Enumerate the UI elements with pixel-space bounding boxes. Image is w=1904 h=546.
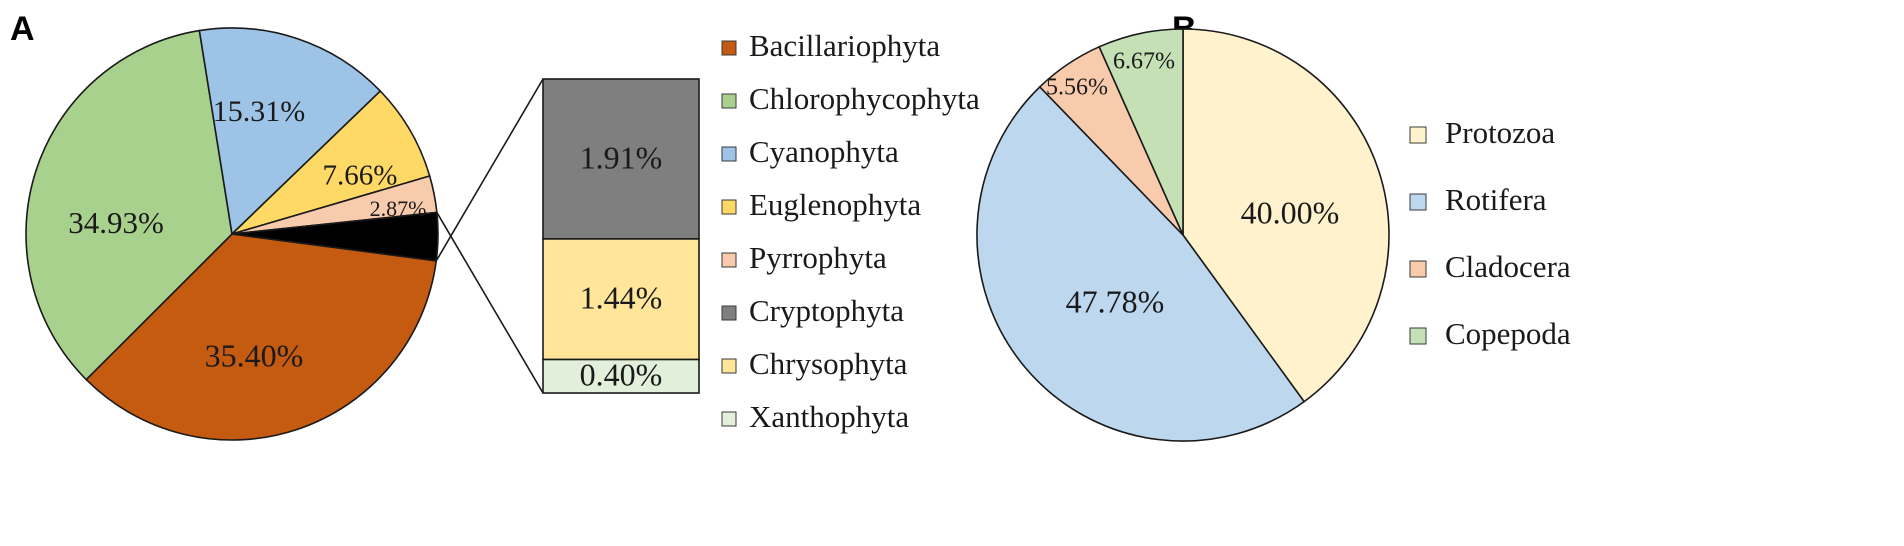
panel-a-legend: Bacillariophyta Chlorophycophyta Cyanophyt… xyxy=(721,28,980,434)
legend-label-pyrrophyta: Pyrrophyta xyxy=(749,240,887,275)
slice-label-cladocera: 5.56% xyxy=(1046,75,1108,101)
legend-label-cladocera: Cladocera xyxy=(1445,249,1571,284)
panel-label-a: A xyxy=(10,10,35,48)
breakout-label-xanthophyta: 0.40% xyxy=(580,357,663,393)
connector-line-top xyxy=(435,78,544,262)
legend-label-protozoa: Protozoa xyxy=(1445,115,1555,150)
legend-label-xanthophyta: Xanthophyta xyxy=(749,399,909,434)
legend-label-cryptophyta: Cryptophyta xyxy=(749,293,904,328)
slice-label-rotifera: 47.78% xyxy=(1066,283,1165,319)
panel-b-pie: 40.00% 47.78% 5.56%6.67% xyxy=(976,28,1390,442)
breakout-label-chrysophyta: 1.44% xyxy=(580,280,663,316)
legend-label-euglenophyta: Euglenophyta xyxy=(749,187,921,222)
panel-a-pie: 35.40% 34.93% 15.31% 7.66% 2.87% xyxy=(25,27,439,441)
slice-protozoa xyxy=(1182,28,1390,403)
slice-bacillariophyta xyxy=(85,233,438,441)
legend-label-rotifera: Rotifera xyxy=(1445,182,1547,217)
breakout-segment-cryptophyta xyxy=(542,78,700,240)
panel-b-legend: Protozoa Rotifera Cladocera Copepoda xyxy=(1409,115,1571,351)
legend-swatch-rotifera xyxy=(1409,193,1427,211)
slice-rotifera xyxy=(976,85,1306,442)
slice-copepoda xyxy=(1098,28,1184,236)
slice-cyanophyta xyxy=(198,27,382,236)
slice-euglenophyta xyxy=(231,89,431,235)
legend-swatch-cryptophyta xyxy=(721,305,737,321)
legend-swatch-bacillariophyta xyxy=(721,40,737,56)
legend-label-chrysophyta: Chrysophyta xyxy=(749,346,908,381)
legend-swatch-euglenophyta xyxy=(721,199,737,215)
slice-label-protozoa: 40.00% xyxy=(1241,194,1340,230)
slice-label-bacillariophyta: 35.40% xyxy=(205,337,304,373)
panel-a-breakout-bar: 1.91% 1.44% 0.40% xyxy=(542,78,700,394)
legend-swatch-protozoa xyxy=(1409,126,1427,144)
panel-a-connectors xyxy=(435,78,544,394)
connector-line-bottom xyxy=(436,212,544,394)
legend-swatch-xanthophyta xyxy=(721,411,737,427)
legend-swatch-chrysophyta xyxy=(721,358,737,374)
legend-swatch-pyrrophyta xyxy=(721,252,737,268)
legend-swatch-copepoda xyxy=(1409,327,1427,345)
slice-label-chlorophycophyta: 34.93% xyxy=(68,205,164,240)
slice-label-cyanophyta: 15.31% xyxy=(213,95,306,128)
slice-label-euglenophyta: 7.66% xyxy=(323,160,398,192)
slice-label-pyrrophyta: 2.87% xyxy=(370,196,427,221)
legend-swatch-cladocera xyxy=(1409,260,1427,278)
breakout-segment-xanthophyta xyxy=(542,358,700,394)
legend-swatch-chlorophycophyta xyxy=(721,93,737,109)
legend-label-copepoda: Copepoda xyxy=(1445,316,1571,351)
legend-swatch-cyanophyta xyxy=(721,146,737,162)
slice-label-copepoda: 6.67% xyxy=(1113,49,1175,75)
slice-chlorophycophyta xyxy=(25,29,233,381)
legend-label-bacillariophyta: Bacillariophyta xyxy=(749,28,940,63)
legend-label-chlorophycophyta: Chlorophycophyta xyxy=(749,81,980,116)
legend-label-cyanophyta: Cyanophyta xyxy=(749,134,899,169)
breakout-label-cryptophyta: 1.91% xyxy=(580,139,663,175)
